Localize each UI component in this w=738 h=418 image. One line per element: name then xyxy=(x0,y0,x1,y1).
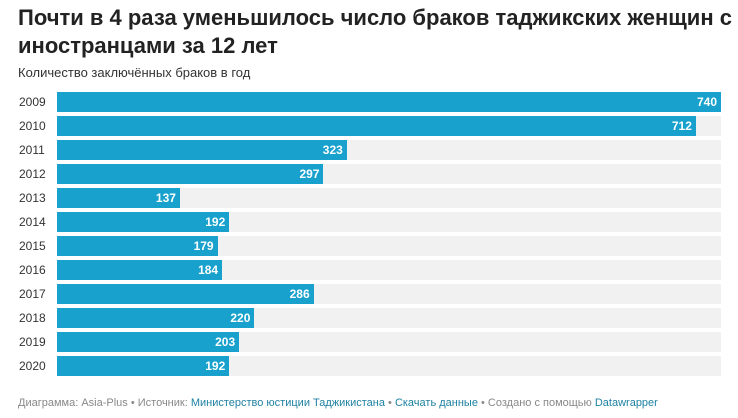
value-label: 740 xyxy=(696,95,717,109)
bar-track xyxy=(57,260,721,280)
category-label: 2014 xyxy=(19,215,46,229)
category-label: 2011 xyxy=(19,143,45,157)
bar-row: 2016 184 xyxy=(0,260,738,280)
chart-credit: Диаграмма: Asia-Plus xyxy=(18,397,128,409)
category-label: 2009 xyxy=(19,95,46,109)
bar xyxy=(57,356,230,376)
bar-row: 2019 203 xyxy=(0,332,738,352)
category-label: 2019 xyxy=(19,335,46,349)
footer: Диаграмма: Asia-Plus • Источник: Министе… xyxy=(18,397,658,409)
bar-track xyxy=(57,188,721,208)
separator: • xyxy=(384,397,395,409)
bar-row: 2020 192 xyxy=(0,356,738,376)
value-label: 712 xyxy=(671,119,692,133)
bar xyxy=(57,188,180,208)
bar-row: 2015 179 xyxy=(0,236,738,256)
category-label: 2012 xyxy=(19,167,46,181)
category-label: 2015 xyxy=(19,239,46,253)
value-label: 297 xyxy=(299,167,320,181)
value-label: 184 xyxy=(198,263,219,277)
bar xyxy=(57,140,347,160)
separator: • xyxy=(477,397,488,409)
bar-row: 2011 323 xyxy=(0,140,738,160)
bar-row: 2009 740 xyxy=(0,92,738,112)
value-label: 192 xyxy=(205,215,226,229)
value-label: 192 xyxy=(205,359,226,373)
value-label: 137 xyxy=(155,191,176,205)
bar xyxy=(57,92,721,112)
source-link[interactable]: Министерство юстиции Таджикистана xyxy=(190,397,385,409)
bar xyxy=(57,332,240,352)
bar xyxy=(57,116,696,136)
value-label: 179 xyxy=(193,239,214,253)
category-label: 2018 xyxy=(19,311,46,325)
category-label: 2016 xyxy=(19,263,46,277)
category-label: 2013 xyxy=(19,191,46,205)
value-label: 203 xyxy=(215,335,236,349)
bar xyxy=(57,260,223,280)
bar xyxy=(57,212,230,232)
bar-row: 2018 220 xyxy=(0,308,738,328)
chart-subtitle: Количество заключённых браков в год xyxy=(18,65,251,80)
value-label: 286 xyxy=(289,287,310,301)
created-with-label: Создано с помощью xyxy=(487,397,592,409)
bar xyxy=(57,308,255,328)
bar-row: 2012 297 xyxy=(0,164,738,184)
bar-row: 2013 137 xyxy=(0,188,738,208)
separator: • xyxy=(127,397,138,409)
value-label: 220 xyxy=(230,311,251,325)
download-data-link[interactable]: Скачать данные xyxy=(394,397,478,409)
value-label: 323 xyxy=(322,143,343,157)
bar xyxy=(57,284,314,304)
source-label: Источник: xyxy=(137,397,188,409)
category-label: 2020 xyxy=(19,359,46,373)
chart-title: Почти в 4 раза уменьшилось число браков … xyxy=(18,5,732,58)
bar-row: 2017 286 xyxy=(0,284,738,304)
bar xyxy=(57,164,324,184)
bar-row: 2014 192 xyxy=(0,212,738,232)
bar-row: 2010 712 xyxy=(0,116,738,136)
bar-track xyxy=(57,236,721,256)
datawrapper-link[interactable]: Datawrapper xyxy=(594,397,658,409)
category-label: 2017 xyxy=(19,287,46,301)
category-label: 2010 xyxy=(19,119,46,133)
bar xyxy=(57,236,218,256)
